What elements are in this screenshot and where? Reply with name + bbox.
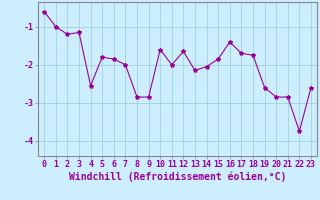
X-axis label: Windchill (Refroidissement éolien,°C): Windchill (Refroidissement éolien,°C) <box>69 172 286 182</box>
